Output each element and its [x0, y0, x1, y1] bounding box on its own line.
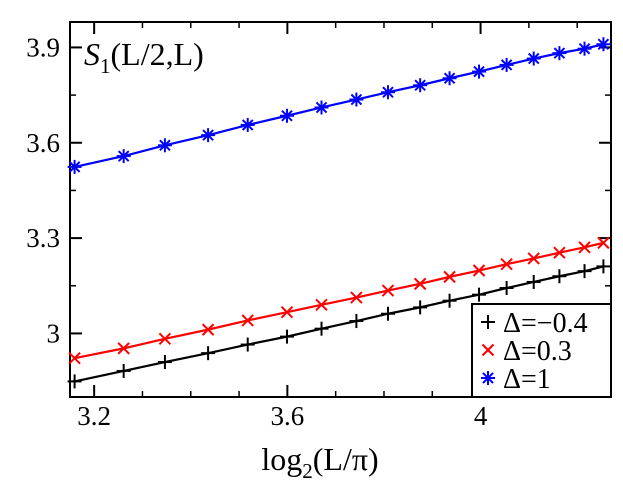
- data-point-x: [350, 291, 363, 304]
- data-point-asterisk: [413, 78, 428, 93]
- data-point-asterisk: [67, 159, 82, 174]
- y-tick-label: 3.6: [26, 128, 60, 158]
- data-point-x: [500, 257, 513, 271]
- y-axis-title: S1(L/2,L): [84, 36, 204, 78]
- legend-marker-x: [481, 343, 495, 357]
- data-point-plus: [413, 300, 428, 315]
- data-point-plus: [116, 363, 131, 378]
- data-point-x: [315, 298, 328, 312]
- data-point-x: [381, 284, 395, 297]
- data-point-asterisk: [526, 51, 541, 66]
- data-point-plus: [577, 264, 592, 279]
- x-tick-label: 3.2: [77, 401, 111, 431]
- legend-label: Δ=1: [503, 364, 551, 395]
- data-point-x: [201, 323, 215, 336]
- plot-frame: [69, 21, 612, 398]
- data-point-plus: [380, 306, 395, 321]
- data-point-asterisk: [472, 64, 487, 79]
- data-point-x: [413, 277, 427, 291]
- y-tick-label: 3.3: [26, 223, 60, 253]
- data-point-plus: [596, 259, 611, 274]
- data-point-x: [117, 342, 130, 355]
- data-point-asterisk: [577, 41, 592, 56]
- data-point-asterisk: [380, 85, 395, 100]
- data-point-plus: [279, 329, 294, 344]
- data-point-plus: [552, 269, 567, 284]
- data-point-x: [553, 246, 566, 259]
- y-tick-label: 3: [47, 318, 61, 348]
- legend-label: Δ=−0.4: [503, 308, 588, 339]
- data-point-plus: [472, 287, 487, 302]
- data-point-asterisk: [116, 149, 131, 164]
- legend: Δ=−0.4Δ=0.3Δ=1: [471, 303, 612, 398]
- data-point-asterisk: [240, 117, 255, 132]
- data-point-asterisk: [279, 108, 294, 123]
- x-axis-title: log2(L/π): [261, 441, 378, 481]
- data-point-plus: [240, 337, 255, 352]
- data-point-x: [280, 305, 294, 319]
- tick-labels: 3.2 3.6 4 3 3.3 3.6 3.9: [26, 32, 488, 431]
- x-tick-label: 4: [474, 401, 488, 431]
- data-point-plus: [499, 280, 514, 295]
- data-point-asterisk: [201, 128, 216, 143]
- data-series: [67, 37, 611, 389]
- data-point-asterisk: [349, 92, 364, 107]
- data-point-x: [578, 241, 591, 254]
- data-point-plus: [349, 314, 364, 329]
- data-point-x: [158, 332, 172, 346]
- data-point-x: [527, 252, 540, 265]
- data-point-plus: [526, 274, 541, 289]
- data-point-x: [443, 270, 456, 284]
- data-point-plus: [67, 374, 82, 389]
- data-point-x: [241, 314, 254, 327]
- data-point-asterisk: [157, 138, 172, 153]
- data-point-asterisk: [499, 57, 514, 72]
- data-point-plus: [201, 346, 216, 361]
- y-tick-label: 3.9: [26, 32, 60, 62]
- data-point-asterisk: [596, 37, 611, 52]
- data-point-asterisk: [552, 46, 567, 61]
- data-point-plus: [157, 355, 172, 370]
- legend-marker-asterisk: [481, 371, 495, 385]
- data-point-plus: [314, 321, 329, 336]
- legend-label: Δ=0.3: [503, 336, 572, 367]
- x-tick-label: 3.6: [270, 401, 304, 431]
- legend-marker-plus: [481, 315, 495, 329]
- data-point-x: [597, 236, 610, 250]
- data-point-asterisk: [314, 100, 329, 115]
- data-point-plus: [442, 293, 457, 308]
- data-point-x: [472, 264, 486, 277]
- data-point-asterisk: [442, 71, 457, 86]
- data-point-x: [68, 352, 81, 365]
- legend-box: [471, 303, 612, 398]
